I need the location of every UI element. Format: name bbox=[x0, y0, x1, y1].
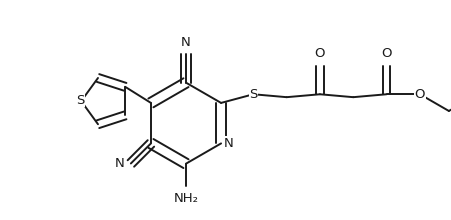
Text: S: S bbox=[249, 88, 257, 101]
Text: O: O bbox=[314, 47, 324, 60]
Text: N: N bbox=[181, 36, 190, 49]
Text: O: O bbox=[381, 47, 391, 60]
Text: N: N bbox=[224, 137, 233, 150]
Text: N: N bbox=[115, 157, 124, 170]
Text: S: S bbox=[76, 94, 84, 106]
Text: O: O bbox=[414, 88, 424, 101]
Text: NH₂: NH₂ bbox=[173, 192, 198, 205]
